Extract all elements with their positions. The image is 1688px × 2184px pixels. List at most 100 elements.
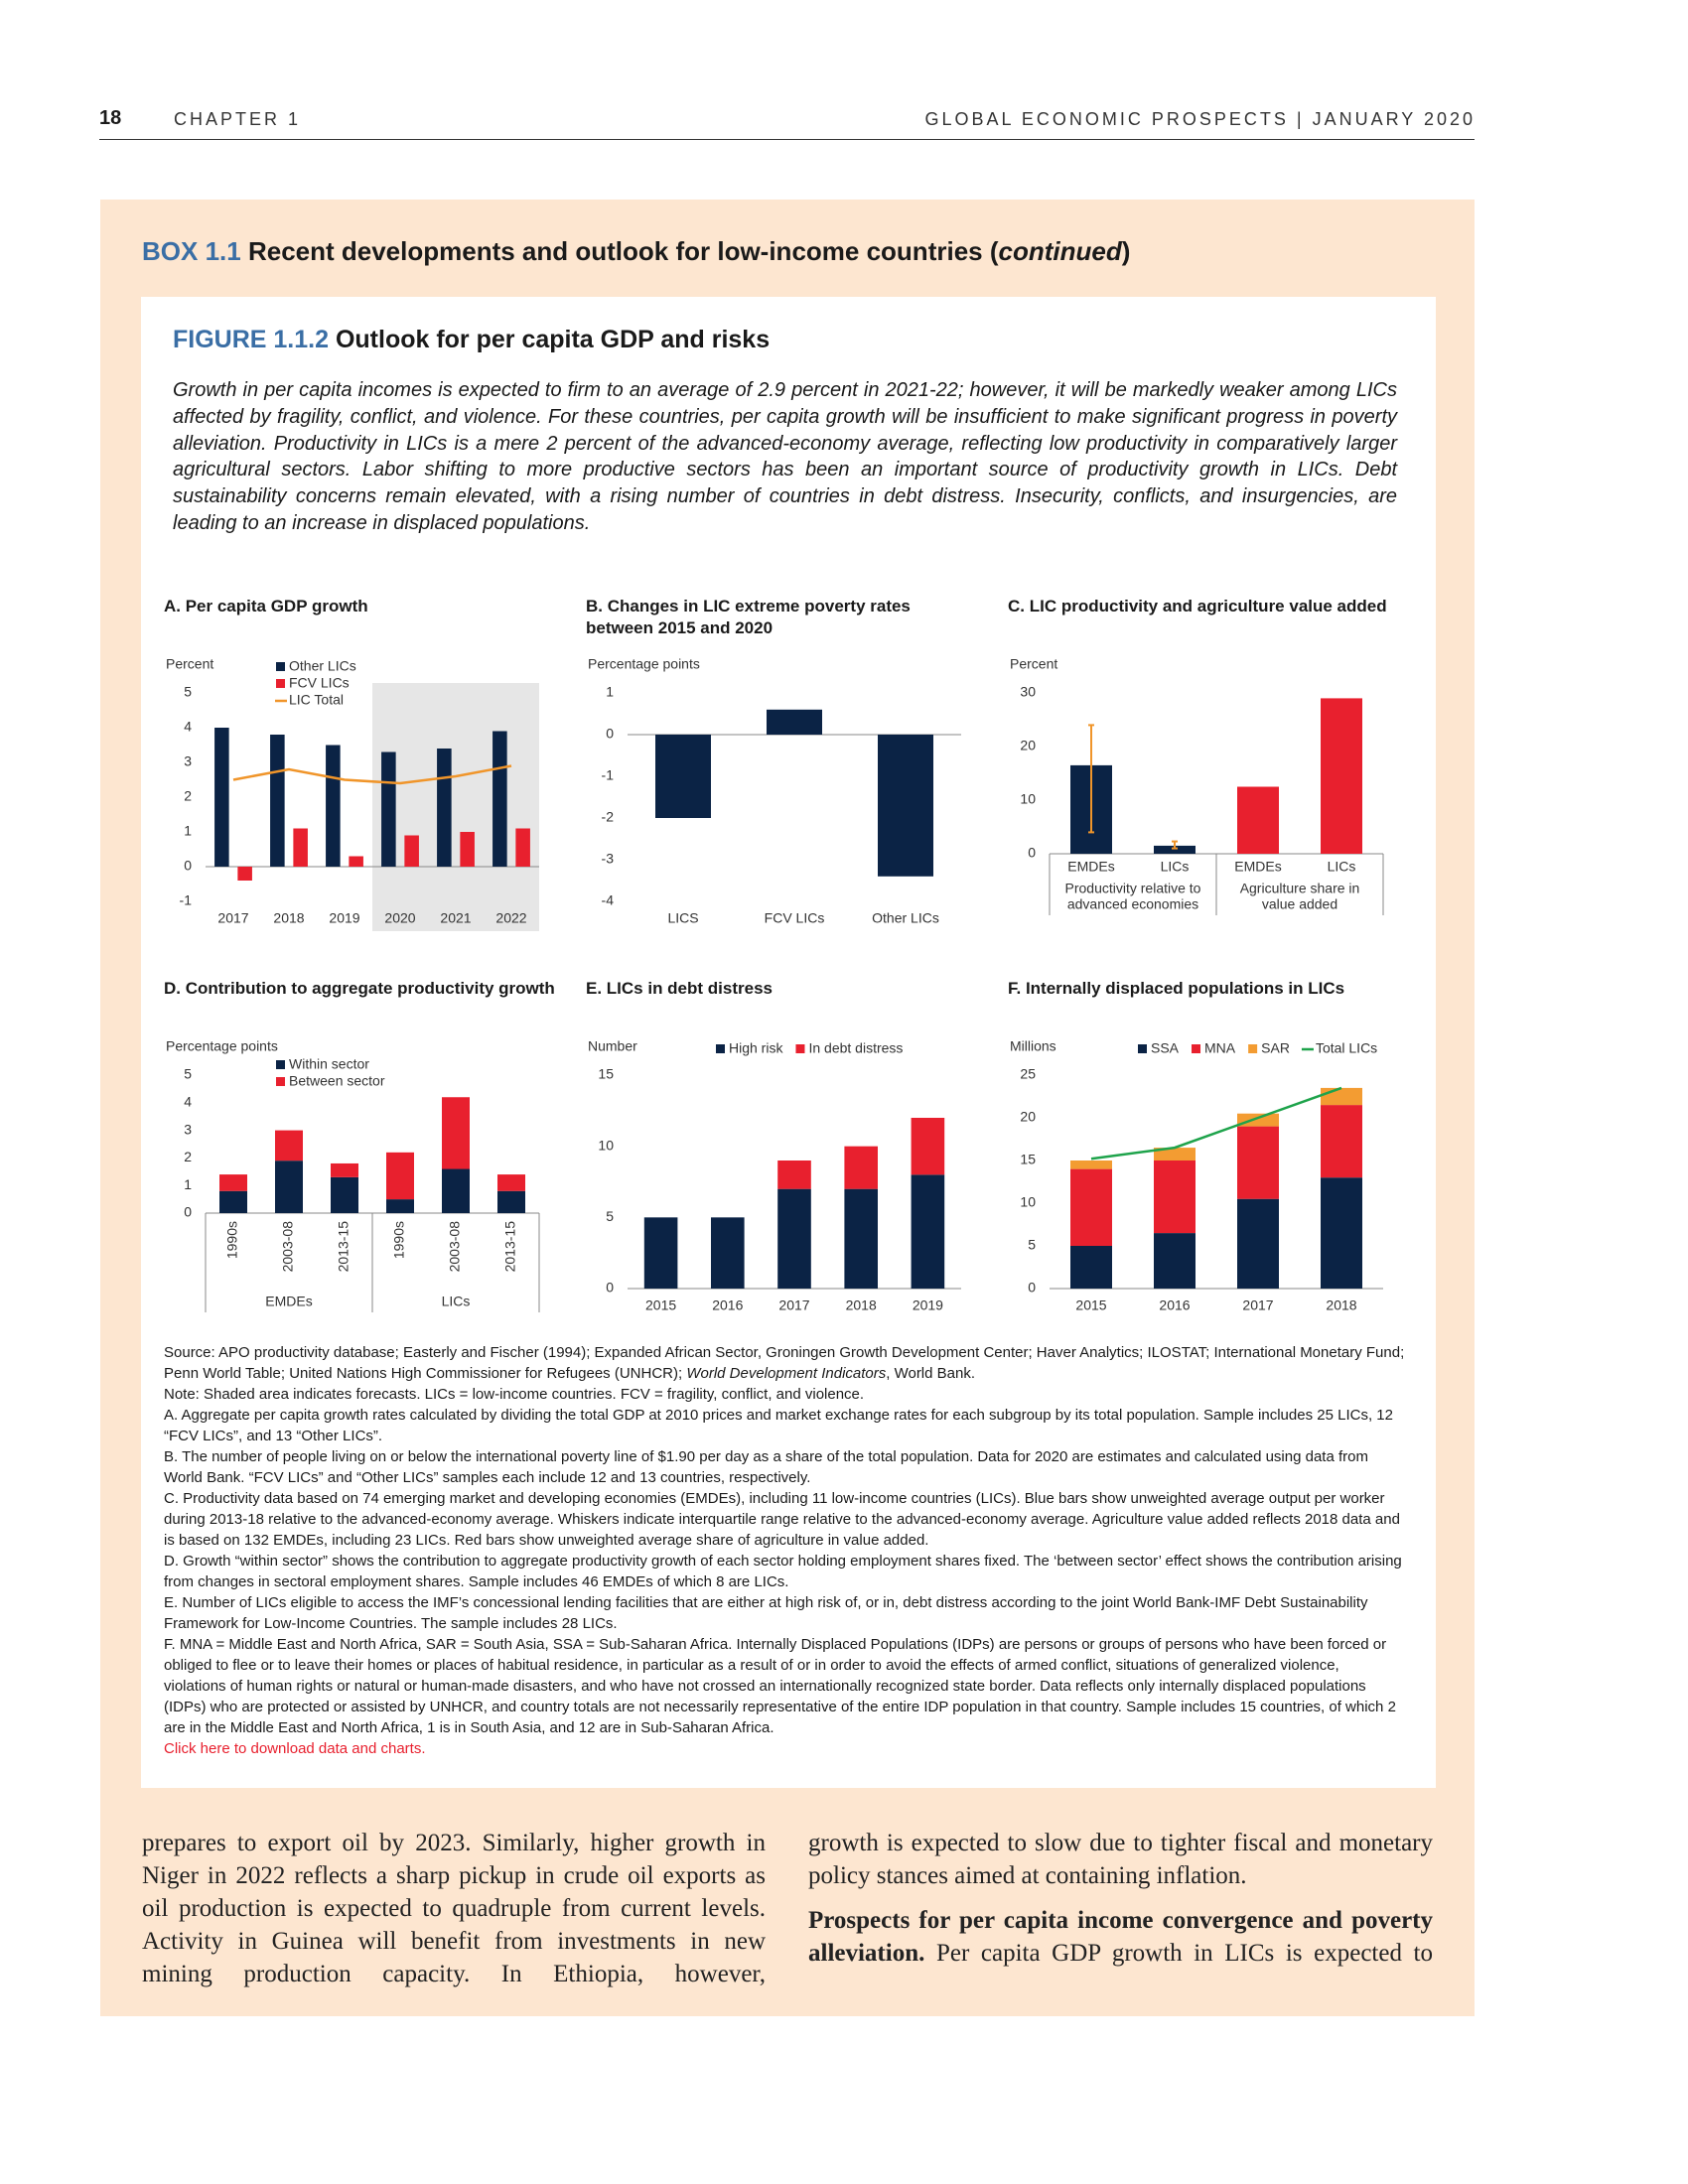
download-link[interactable]: Click here to download data and charts. — [164, 1740, 426, 1757]
legend-swatch — [1248, 1044, 1258, 1053]
x-tick-label: 2016 — [1159, 1297, 1190, 1313]
box-title: Recent developments and outlook for low-… — [247, 236, 999, 266]
bar — [386, 1152, 414, 1200]
group-label: LICs — [442, 1294, 471, 1309]
y-axis-label: Percent — [166, 656, 213, 672]
legend-swatch — [276, 679, 285, 688]
x-tick-label: 2018 — [846, 1297, 877, 1313]
line — [1090, 1086, 1342, 1160]
paragraph: growth is expected to slow due to tighte… — [808, 1830, 1433, 1889]
bar — [1321, 1087, 1362, 1106]
note: A. Aggregate per capita growth rates cal… — [164, 1407, 1393, 1444]
legend-swatch — [1192, 1044, 1201, 1053]
bar — [777, 1188, 811, 1289]
x-tick-label: LICS — [667, 910, 698, 926]
group-label: value added — [1262, 896, 1337, 912]
x-tick-label: 2015 — [1075, 1297, 1106, 1313]
bar — [404, 835, 419, 867]
line — [232, 764, 512, 785]
legend-label: SAR — [1261, 1040, 1290, 1056]
publication: GLOBAL ECONOMIC PROSPECTS | JANUARY 2020 — [924, 109, 1476, 129]
figure-panel — [141, 297, 1436, 1788]
box-title-italic: continued — [998, 236, 1122, 266]
source-text: Source: APO productivity database; Easte… — [164, 1344, 1405, 1382]
bar — [270, 735, 285, 867]
x-tick-label: LICs — [1328, 859, 1356, 875]
panel-title: F. Internally displaced populations in L… — [1008, 979, 1345, 998]
bar — [1321, 1177, 1362, 1289]
y-tick-label: 5 — [1028, 1237, 1036, 1253]
note: B. The number of people living on or bel… — [164, 1448, 1368, 1486]
legend-swatch — [795, 1044, 805, 1053]
group-label: EMDEs — [265, 1294, 312, 1309]
y-tick-label: 0 — [1028, 845, 1036, 861]
paragraph: Prospects for per capita income converge… — [808, 1904, 1433, 1970]
source-note: Source: APO productivity database; Easte… — [164, 1342, 1405, 1384]
x-tick-label: 2018 — [1326, 1297, 1356, 1313]
y-axis-label: Millions — [1010, 1038, 1056, 1054]
x-tick-label: 2017 — [1242, 1297, 1273, 1313]
bar — [1154, 1160, 1196, 1234]
x-tick-label: FCV LICs — [765, 910, 825, 926]
bar — [1070, 1160, 1112, 1169]
x-tick-label: 2018 — [273, 910, 304, 926]
y-tick-label: -3 — [602, 851, 615, 867]
panel-title: A. Per capita GDP growth — [164, 597, 368, 615]
y-tick-label: -4 — [602, 892, 615, 908]
chart: Percent 0 10 20 30 EMDEs LICs EMDEs LICs Producti… — [1010, 656, 1384, 915]
bar — [1154, 1233, 1196, 1289]
chapter: CHAPTER 1 — [174, 109, 302, 129]
note: Note: Shaded area indicates forecasts. L… — [164, 1386, 865, 1403]
bar — [1237, 1113, 1279, 1127]
bar — [442, 1168, 470, 1213]
body-right: growth is expected to slow due to tighte… — [808, 1827, 1433, 1981]
y-tick-label: 0 — [606, 1280, 614, 1296]
bar — [655, 735, 711, 818]
bar — [326, 745, 341, 867]
bar — [878, 735, 933, 877]
bar — [777, 1160, 811, 1189]
group-label: advanced economies — [1067, 896, 1198, 912]
x-tick-label: 1990s — [224, 1221, 240, 1259]
bar — [497, 1190, 525, 1213]
x-tick-label: 2019 — [329, 910, 359, 926]
bar — [219, 1174, 247, 1191]
legend-label: LIC Total — [289, 692, 344, 708]
legend-swatch — [1138, 1044, 1147, 1053]
x-tick-label: 2022 — [495, 910, 526, 926]
y-tick-label: 5 — [184, 684, 192, 700]
bar — [1237, 1126, 1279, 1199]
group-label: Productivity relative to — [1065, 881, 1201, 896]
x-tick-label: LICs — [1161, 859, 1190, 875]
bar — [515, 828, 530, 867]
legend-label: MNA — [1204, 1040, 1236, 1056]
x-tick-label: 2003-08 — [280, 1221, 296, 1273]
bar — [214, 728, 229, 867]
y-axis-label: Percentage points — [588, 656, 700, 672]
y-tick-label: 0 — [1028, 1280, 1036, 1296]
box-label: BOX 1.1 — [142, 236, 241, 266]
note: D. Growth “within sector” shows the cont… — [164, 1553, 1402, 1590]
x-tick-label: 2017 — [778, 1297, 809, 1313]
y-tick-label: -1 — [180, 892, 193, 908]
bar — [460, 832, 475, 867]
legend-label: SSA — [1151, 1040, 1180, 1056]
y-tick-label: -2 — [602, 809, 615, 825]
legend-swatch — [276, 1060, 285, 1069]
y-axis-label: Percentage points — [166, 1038, 278, 1054]
legend-swatch — [276, 1077, 285, 1086]
bar — [1237, 786, 1279, 854]
y-tick-label: 10 — [1020, 1194, 1036, 1210]
x-tick-label: 2017 — [217, 910, 248, 926]
y-tick-label: 1 — [184, 1176, 192, 1192]
note: E. Number of LICs eligible to access the… — [164, 1594, 1368, 1632]
paragraph-text: Per capita GDP growth in LICs is expecte… — [935, 1940, 1434, 1967]
bar — [1070, 1246, 1112, 1289]
x-tick-label: 2019 — [913, 1297, 943, 1313]
source-italic: World Development Indicators — [686, 1365, 887, 1382]
note: C. Productivity data based on 74 emergin… — [164, 1490, 1400, 1549]
figure-title: Outlook for per capita GDP and risks — [335, 326, 771, 353]
bar — [844, 1188, 878, 1289]
source-text: , World Bank. — [886, 1365, 976, 1382]
bar — [437, 749, 452, 867]
